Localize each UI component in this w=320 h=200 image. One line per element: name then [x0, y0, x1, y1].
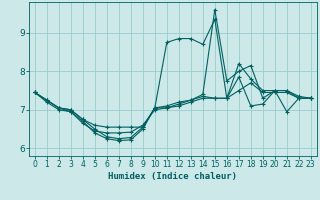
X-axis label: Humidex (Indice chaleur): Humidex (Indice chaleur)	[108, 172, 237, 181]
